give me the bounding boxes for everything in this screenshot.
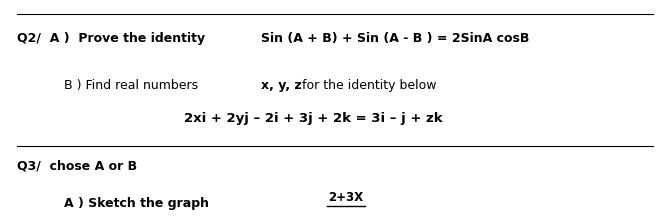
Text: 2xi + 2yj – 2i + 3j + 2k = 3i – j + zk: 2xi + 2yj – 2i + 3j + 2k = 3i – j + zk bbox=[184, 112, 443, 125]
Text: Sin (A + B) + Sin (A - B ) = 2SinA cosB: Sin (A + B) + Sin (A - B ) = 2SinA cosB bbox=[261, 32, 530, 45]
Text: A ) Sketch the graph: A ) Sketch the graph bbox=[64, 197, 208, 210]
Text: B ) Find real numbers: B ) Find real numbers bbox=[64, 79, 202, 92]
Text: for the identity below: for the identity below bbox=[298, 79, 437, 92]
Text: x, y, z: x, y, z bbox=[261, 79, 302, 92]
Text: 2+3X: 2+3X bbox=[328, 191, 363, 204]
Text: Q3/  chose A or B: Q3/ chose A or B bbox=[17, 160, 137, 172]
Text: Q2/  A )  Prove the identity: Q2/ A ) Prove the identity bbox=[17, 32, 214, 45]
